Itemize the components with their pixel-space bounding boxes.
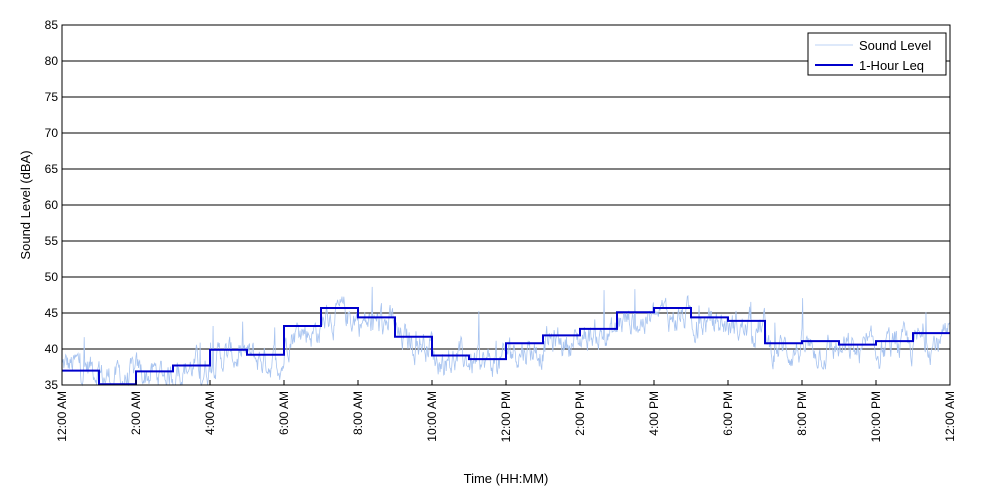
- legend-box: [807, 32, 947, 76]
- y-tick-label: 60: [45, 198, 59, 212]
- gridlines: [62, 60, 950, 350]
- y-tick-label: 45: [45, 306, 59, 320]
- legend-entry-1-hour-leq: 1-Hour Leq: [859, 58, 924, 73]
- y-tick-label: 65: [45, 162, 59, 176]
- y-axis-ticks: 35 40 45 50 55 60 65 70 75 80 85: [45, 18, 67, 392]
- legend: Sound Level 1-Hour Leq: [807, 32, 947, 76]
- x-tick-label: 6:00 PM: [721, 391, 735, 436]
- x-tick-label: 10:00 AM: [425, 391, 439, 442]
- legend-entry-sound-level: Sound Level: [859, 38, 931, 53]
- y-tick-label: 85: [45, 18, 59, 32]
- x-tick-label: 10:00 PM: [869, 391, 883, 442]
- x-axis-ticks: 12:00 AM 2:00 AM 4:00 AM 6:00 AM 8:00 AM 10:0…: [55, 380, 957, 442]
- x-tick-label: 8:00 PM: [795, 391, 809, 436]
- y-tick-label: 40: [45, 342, 59, 356]
- x-tick-label: 12:00 AM: [943, 391, 957, 442]
- x-tick-label: 4:00 PM: [647, 391, 661, 436]
- x-tick-label: 6:00 AM: [277, 391, 291, 435]
- x-tick-label: 8:00 AM: [351, 391, 365, 435]
- y-tick-label: 70: [45, 126, 59, 140]
- x-axis-label: Time (HH:MM): [464, 471, 549, 486]
- series-sound-level-line: [61, 286, 951, 387]
- x-tick-label: 4:00 AM: [203, 391, 217, 435]
- y-axis-label: Sound Level (dBA): [18, 150, 33, 259]
- y-tick-label: 75: [45, 90, 59, 104]
- y-tick-label: 35: [45, 378, 59, 392]
- series-1-hour-leq-line: [62, 306, 950, 386]
- x-tick-label: 2:00 PM: [573, 391, 587, 436]
- series-layer: [61, 286, 951, 387]
- x-tick-label: 12:00 AM: [55, 391, 69, 442]
- y-tick-label: 50: [45, 270, 59, 284]
- x-tick-label: 12:00 PM: [499, 391, 513, 442]
- y-tick-label: 80: [45, 54, 59, 68]
- y-tick-label: 55: [45, 234, 59, 248]
- x-tick-label: 2:00 AM: [129, 391, 143, 435]
